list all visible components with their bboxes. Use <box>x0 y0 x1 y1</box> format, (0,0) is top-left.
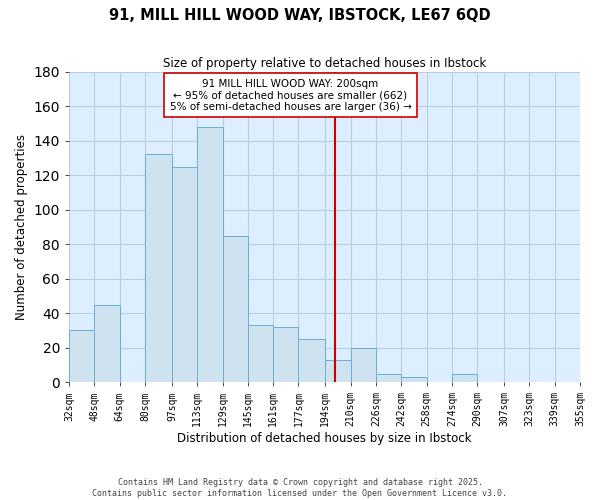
Bar <box>376 374 401 382</box>
Bar <box>94 304 120 382</box>
Bar <box>172 166 197 382</box>
Text: 91 MILL HILL WOOD WAY: 200sqm
← 95% of detached houses are smaller (662)
5% of s: 91 MILL HILL WOOD WAY: 200sqm ← 95% of d… <box>170 78 412 112</box>
Title: Size of property relative to detached houses in Ibstock: Size of property relative to detached ho… <box>163 58 486 70</box>
Bar <box>145 154 172 382</box>
Bar <box>197 127 223 382</box>
X-axis label: Distribution of detached houses by size in Ibstock: Distribution of detached houses by size … <box>177 432 472 445</box>
Bar <box>580 380 600 382</box>
Bar <box>350 348 376 382</box>
Bar <box>273 327 298 382</box>
Text: 91, MILL HILL WOOD WAY, IBSTOCK, LE67 6QD: 91, MILL HILL WOOD WAY, IBSTOCK, LE67 6Q… <box>109 8 491 22</box>
Bar <box>248 325 273 382</box>
Y-axis label: Number of detached properties: Number of detached properties <box>15 134 28 320</box>
Bar <box>69 330 94 382</box>
Bar <box>401 377 427 382</box>
Bar <box>452 374 477 382</box>
Bar <box>325 360 350 382</box>
Bar <box>223 236 248 382</box>
Text: Contains HM Land Registry data © Crown copyright and database right 2025.
Contai: Contains HM Land Registry data © Crown c… <box>92 478 508 498</box>
Bar <box>298 339 325 382</box>
